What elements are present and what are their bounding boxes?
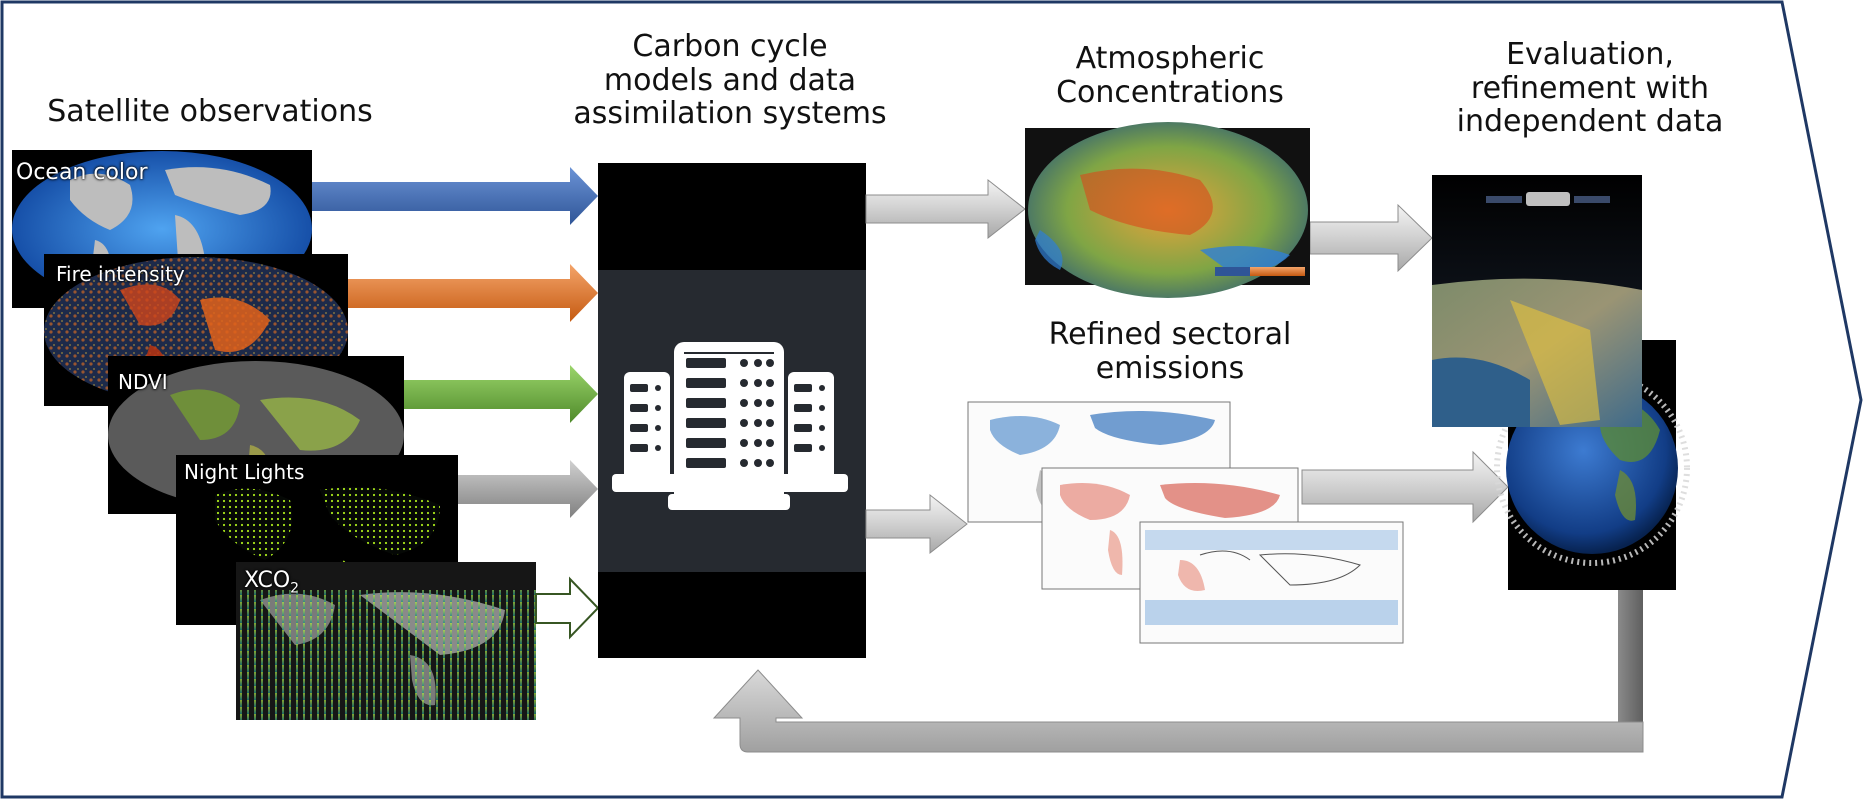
satellite-icon xyxy=(1486,192,1610,206)
arrow-model-to-emissions xyxy=(865,493,968,555)
arrow-ocean-color xyxy=(312,167,598,225)
heading-models-line-1: Carbon cycle xyxy=(632,29,828,64)
arrow-xco2 xyxy=(535,576,600,640)
label-xco2-subscript: 2 xyxy=(290,580,300,597)
satellite-terrain-image xyxy=(1432,175,1642,427)
atmos-concentration-image xyxy=(1025,122,1310,298)
label-night-lights: Night Lights xyxy=(184,460,305,484)
heading-refined-sectoral-emissions: Refined sectoral emissions xyxy=(1020,318,1320,385)
server-stack-icon xyxy=(612,342,848,510)
heading-atmospheric-concentrations: Atmospheric Concentrations xyxy=(1015,42,1325,109)
thumb-xco2 xyxy=(236,562,536,720)
heading-carbon-cycle-models: Carbon cycle models and data assimilatio… xyxy=(520,30,940,131)
label-xco2-main: XCO xyxy=(244,568,291,593)
label-fire-intensity: Fire intensity xyxy=(56,262,185,286)
label-ndvi: NDVI xyxy=(118,370,168,394)
heading-eval-line-1: Evaluation, xyxy=(1506,37,1674,72)
arrow-emissions-to-eval xyxy=(1301,450,1509,524)
heading-emissions-line-1: Refined sectoral xyxy=(1048,317,1292,352)
label-ocean-color: Ocean color xyxy=(16,160,148,185)
heading-satellite-observations: Satellite observations xyxy=(47,94,373,129)
heading-eval-line-2: refinement with xyxy=(1470,70,1710,106)
arrow-fire-intensity xyxy=(348,264,598,322)
emissions-map-3 xyxy=(1139,521,1404,644)
heading-eval-line-3: independent data xyxy=(1456,104,1724,140)
label-xco2: XCO2 xyxy=(244,568,299,596)
heading-models-line-2: models and data xyxy=(603,62,857,98)
arrow-ndvi xyxy=(404,365,598,423)
arrow-atmos-to-eval xyxy=(1309,203,1433,273)
feedback-loop-arrow xyxy=(712,590,1644,753)
arrow-night-lights xyxy=(458,460,598,518)
heading-emissions-line-2: emissions xyxy=(1095,350,1245,386)
heading-models-line-3: assimilation systems xyxy=(573,96,887,132)
heading-atmos-line-1: Atmospheric xyxy=(1075,41,1265,76)
arrow-model-to-atmos xyxy=(865,178,1026,240)
heading-evaluation-refinement: Evaluation, refinement with independent … xyxy=(1440,38,1740,139)
heading-atmos-line-2: Concentrations xyxy=(1056,74,1284,110)
